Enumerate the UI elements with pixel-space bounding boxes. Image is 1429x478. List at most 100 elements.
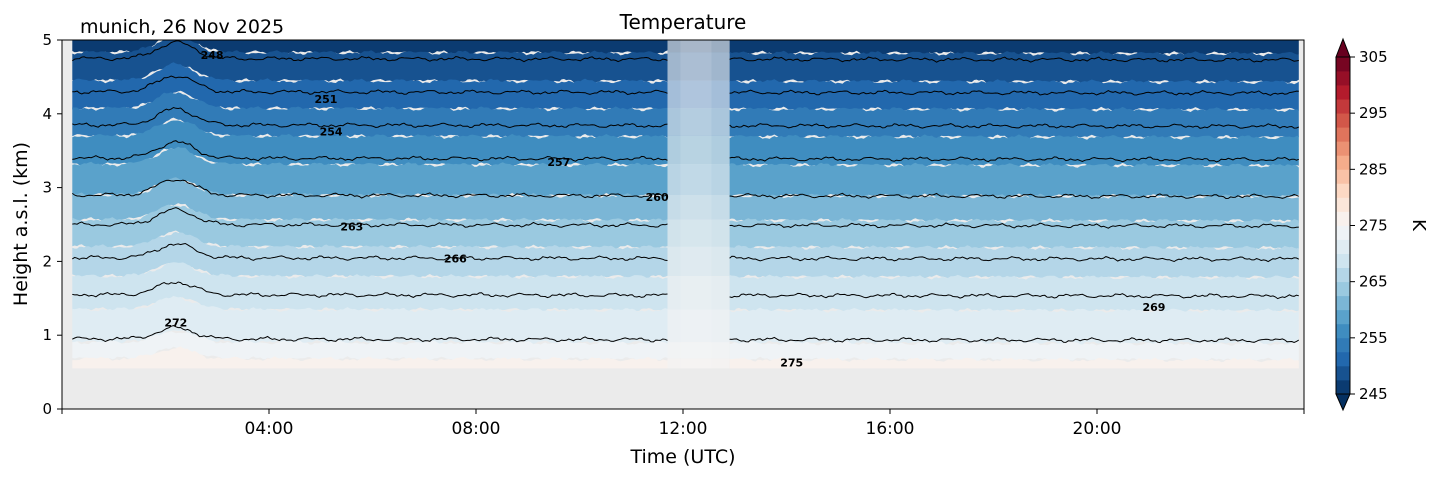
x-tick-label: 20:00 xyxy=(1073,419,1122,439)
contour-label: 266 xyxy=(444,252,467,265)
colorbar-tick-label: 305 xyxy=(1359,48,1388,66)
x-tick-label: 12:00 xyxy=(659,419,708,439)
temperature-band xyxy=(72,295,668,345)
temperature-band xyxy=(729,274,1299,313)
temperature-band xyxy=(72,331,668,362)
colorbar-segment xyxy=(1336,295,1350,311)
temperature-band xyxy=(72,262,668,313)
colorbar-tick-label: 285 xyxy=(1359,160,1388,178)
temperature-band xyxy=(72,231,668,280)
colorbar-segment xyxy=(1336,183,1350,198)
colorbar-segment xyxy=(1336,99,1350,114)
x-tick-label: 08:00 xyxy=(452,419,501,439)
contour-line-260 xyxy=(72,179,668,199)
x-tick-label: 04:00 xyxy=(245,419,294,439)
y-tick-label: 3 xyxy=(42,179,52,197)
temperature-band xyxy=(729,162,1299,199)
gap-overlay xyxy=(667,40,730,369)
contour-lines-layer xyxy=(72,40,1300,344)
gap-band xyxy=(667,164,730,195)
temperature-band xyxy=(72,204,668,250)
y-tick-label: 1 xyxy=(42,326,52,344)
colorbar-segment xyxy=(1336,169,1350,184)
contour-line-266 xyxy=(729,255,1300,263)
contour-line-272 xyxy=(729,336,1300,344)
temperature-band xyxy=(72,92,668,139)
gap-band xyxy=(667,195,730,220)
contour-label: 263 xyxy=(340,221,363,234)
temperature-band xyxy=(729,356,1299,369)
temperature-band xyxy=(72,40,668,84)
temperature-band xyxy=(729,340,1299,363)
gap-band xyxy=(667,358,730,369)
temperature-band xyxy=(729,50,1299,85)
temperature-band xyxy=(729,307,1299,346)
contour-line-266 xyxy=(72,242,668,261)
contour-line-269 xyxy=(72,281,668,299)
temperature-band xyxy=(72,177,668,223)
contour-line-257 xyxy=(729,156,1299,163)
contour-label: 269 xyxy=(1142,301,1165,314)
gap-band xyxy=(667,52,730,81)
gap-band xyxy=(667,219,730,247)
colorbar-segment xyxy=(1336,71,1350,86)
gap-band xyxy=(667,246,730,277)
y-tick-label: 2 xyxy=(42,252,52,270)
colorbar-extend-max xyxy=(1335,37,1351,58)
colorbar-segment xyxy=(1336,141,1350,156)
contour-line-272 xyxy=(72,324,668,343)
colorbar-segment xyxy=(1336,225,1350,240)
colorbar: 245 255 265 275 285 295 305 xyxy=(1335,37,1388,412)
colorbar-tick-label: 295 xyxy=(1359,104,1388,122)
contour-label: 260 xyxy=(646,191,669,204)
colorbar-tick-label: 265 xyxy=(1359,273,1388,291)
contour-line-254 xyxy=(729,123,1299,129)
gap-fill-inner xyxy=(680,40,712,369)
contour-line-248 xyxy=(729,56,1299,63)
temperature-band xyxy=(729,79,1299,113)
colorbar-segment xyxy=(1336,267,1350,283)
colorbar-segment xyxy=(1336,365,1350,381)
temperature-band xyxy=(729,134,1299,168)
colorbar-tick-label: 245 xyxy=(1359,385,1388,403)
chart-title: Temperature xyxy=(619,10,747,34)
contour-line-263 xyxy=(729,222,1299,229)
gap-band xyxy=(667,108,730,136)
x-tick-label: 16:00 xyxy=(866,419,915,439)
temperature-band xyxy=(729,245,1299,280)
contour-label: 275 xyxy=(780,357,803,370)
contour-labels-layer: 272 269 266 263 260 257 254 251 248 275 xyxy=(164,49,1165,370)
colorbar-segment xyxy=(1336,127,1350,142)
contour-label: 254 xyxy=(320,126,343,139)
colorbar-segment xyxy=(1336,253,1350,269)
contour-line-263 xyxy=(72,207,668,228)
y-tick-label: 4 xyxy=(42,105,52,123)
temperature-band xyxy=(72,146,668,198)
y-tick-label: 0 xyxy=(42,400,52,418)
temperature-band xyxy=(729,217,1299,251)
colorbar-extend-min xyxy=(1335,393,1351,412)
contour-line-257 xyxy=(72,140,668,162)
x-axis-label: Time (UTC) xyxy=(629,446,735,468)
colorbar-segment xyxy=(1336,113,1350,128)
colorbar-segment xyxy=(1336,85,1350,100)
contour-line-251 xyxy=(72,75,668,96)
temperature-band xyxy=(729,193,1299,224)
gap-band xyxy=(667,135,730,165)
temperature-band xyxy=(729,106,1299,140)
gap-band xyxy=(667,276,730,310)
colorbar-segment xyxy=(1336,57,1350,72)
contour-line-248 xyxy=(72,40,668,63)
colorbar-segment xyxy=(1336,155,1350,170)
gap-band xyxy=(667,80,730,109)
colorbar-segment xyxy=(1336,337,1350,353)
axes-layer: 04:00 08:00 12:00 16:00 20:00 0 1 2 3 4 5 xyxy=(42,31,1305,439)
y-tick-label: 5 xyxy=(42,31,52,49)
colorbar-label: K xyxy=(1408,219,1429,232)
contour-line-254 xyxy=(72,106,668,129)
contour-label: 248 xyxy=(201,49,224,62)
colorbar-segment xyxy=(1336,211,1350,226)
colorbar-tick-label: 255 xyxy=(1359,329,1388,347)
site-date-label: munich, 26 Nov 2025 xyxy=(80,16,284,38)
